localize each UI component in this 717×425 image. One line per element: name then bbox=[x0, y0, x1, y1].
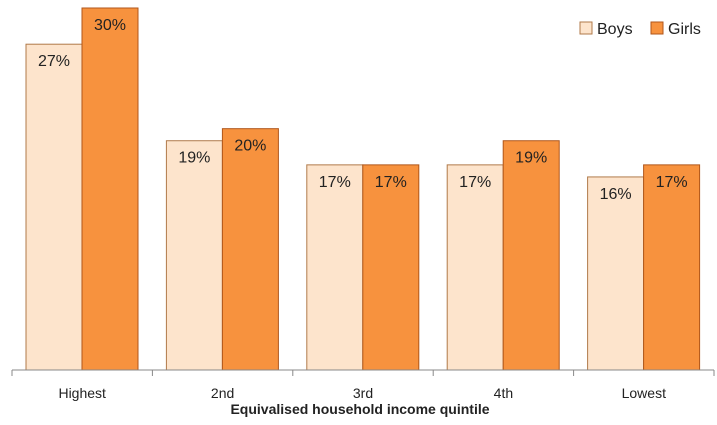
legend-swatch-girls bbox=[650, 21, 664, 35]
bar-girls bbox=[643, 164, 701, 371]
data-label-boys: 17% bbox=[459, 174, 491, 191]
bar-girls bbox=[81, 7, 139, 371]
data-label-boys: 17% bbox=[319, 174, 351, 191]
bar-boys bbox=[165, 140, 223, 371]
x-axis-title: Equivalised household income quintile bbox=[230, 401, 489, 417]
bar-boys bbox=[587, 176, 645, 371]
bar-boys bbox=[25, 43, 83, 371]
data-label-girls: 19% bbox=[515, 150, 547, 167]
bar-girls bbox=[362, 164, 420, 371]
legend-label-girls: Girls bbox=[668, 21, 701, 38]
bar-boys bbox=[306, 164, 364, 371]
data-label-girls: 20% bbox=[234, 138, 266, 155]
x-tick-label: 3rd bbox=[353, 385, 373, 401]
data-label-boys: 16% bbox=[600, 186, 632, 203]
bar-boys bbox=[446, 164, 504, 371]
legend-label-boys: Boys bbox=[597, 21, 633, 38]
bar-girls bbox=[502, 140, 560, 371]
x-axis-ticks bbox=[11, 370, 715, 376]
legend: Boys Girls bbox=[579, 21, 701, 38]
data-label-girls: 17% bbox=[656, 174, 688, 191]
bars-group bbox=[25, 7, 701, 371]
data-label-girls: 30% bbox=[94, 17, 126, 34]
x-axis-tick-labels: Highest 2nd 3rd 4th Lowest bbox=[58, 385, 666, 401]
data-label-boys: 19% bbox=[178, 150, 210, 167]
data-label-boys: 27% bbox=[38, 53, 70, 70]
x-tick-label: Lowest bbox=[622, 385, 666, 401]
bar-girls bbox=[221, 128, 279, 371]
bar-labels-group: 27% 30% 19% 20% 17% 17% 17% 19% 16% 17% bbox=[38, 17, 688, 203]
x-tick-label: Highest bbox=[58, 385, 106, 401]
x-tick-label: 2nd bbox=[211, 385, 234, 401]
data-label-girls: 17% bbox=[375, 174, 407, 191]
x-tick-label: 4th bbox=[494, 385, 513, 401]
legend-swatch-boys bbox=[579, 21, 593, 35]
